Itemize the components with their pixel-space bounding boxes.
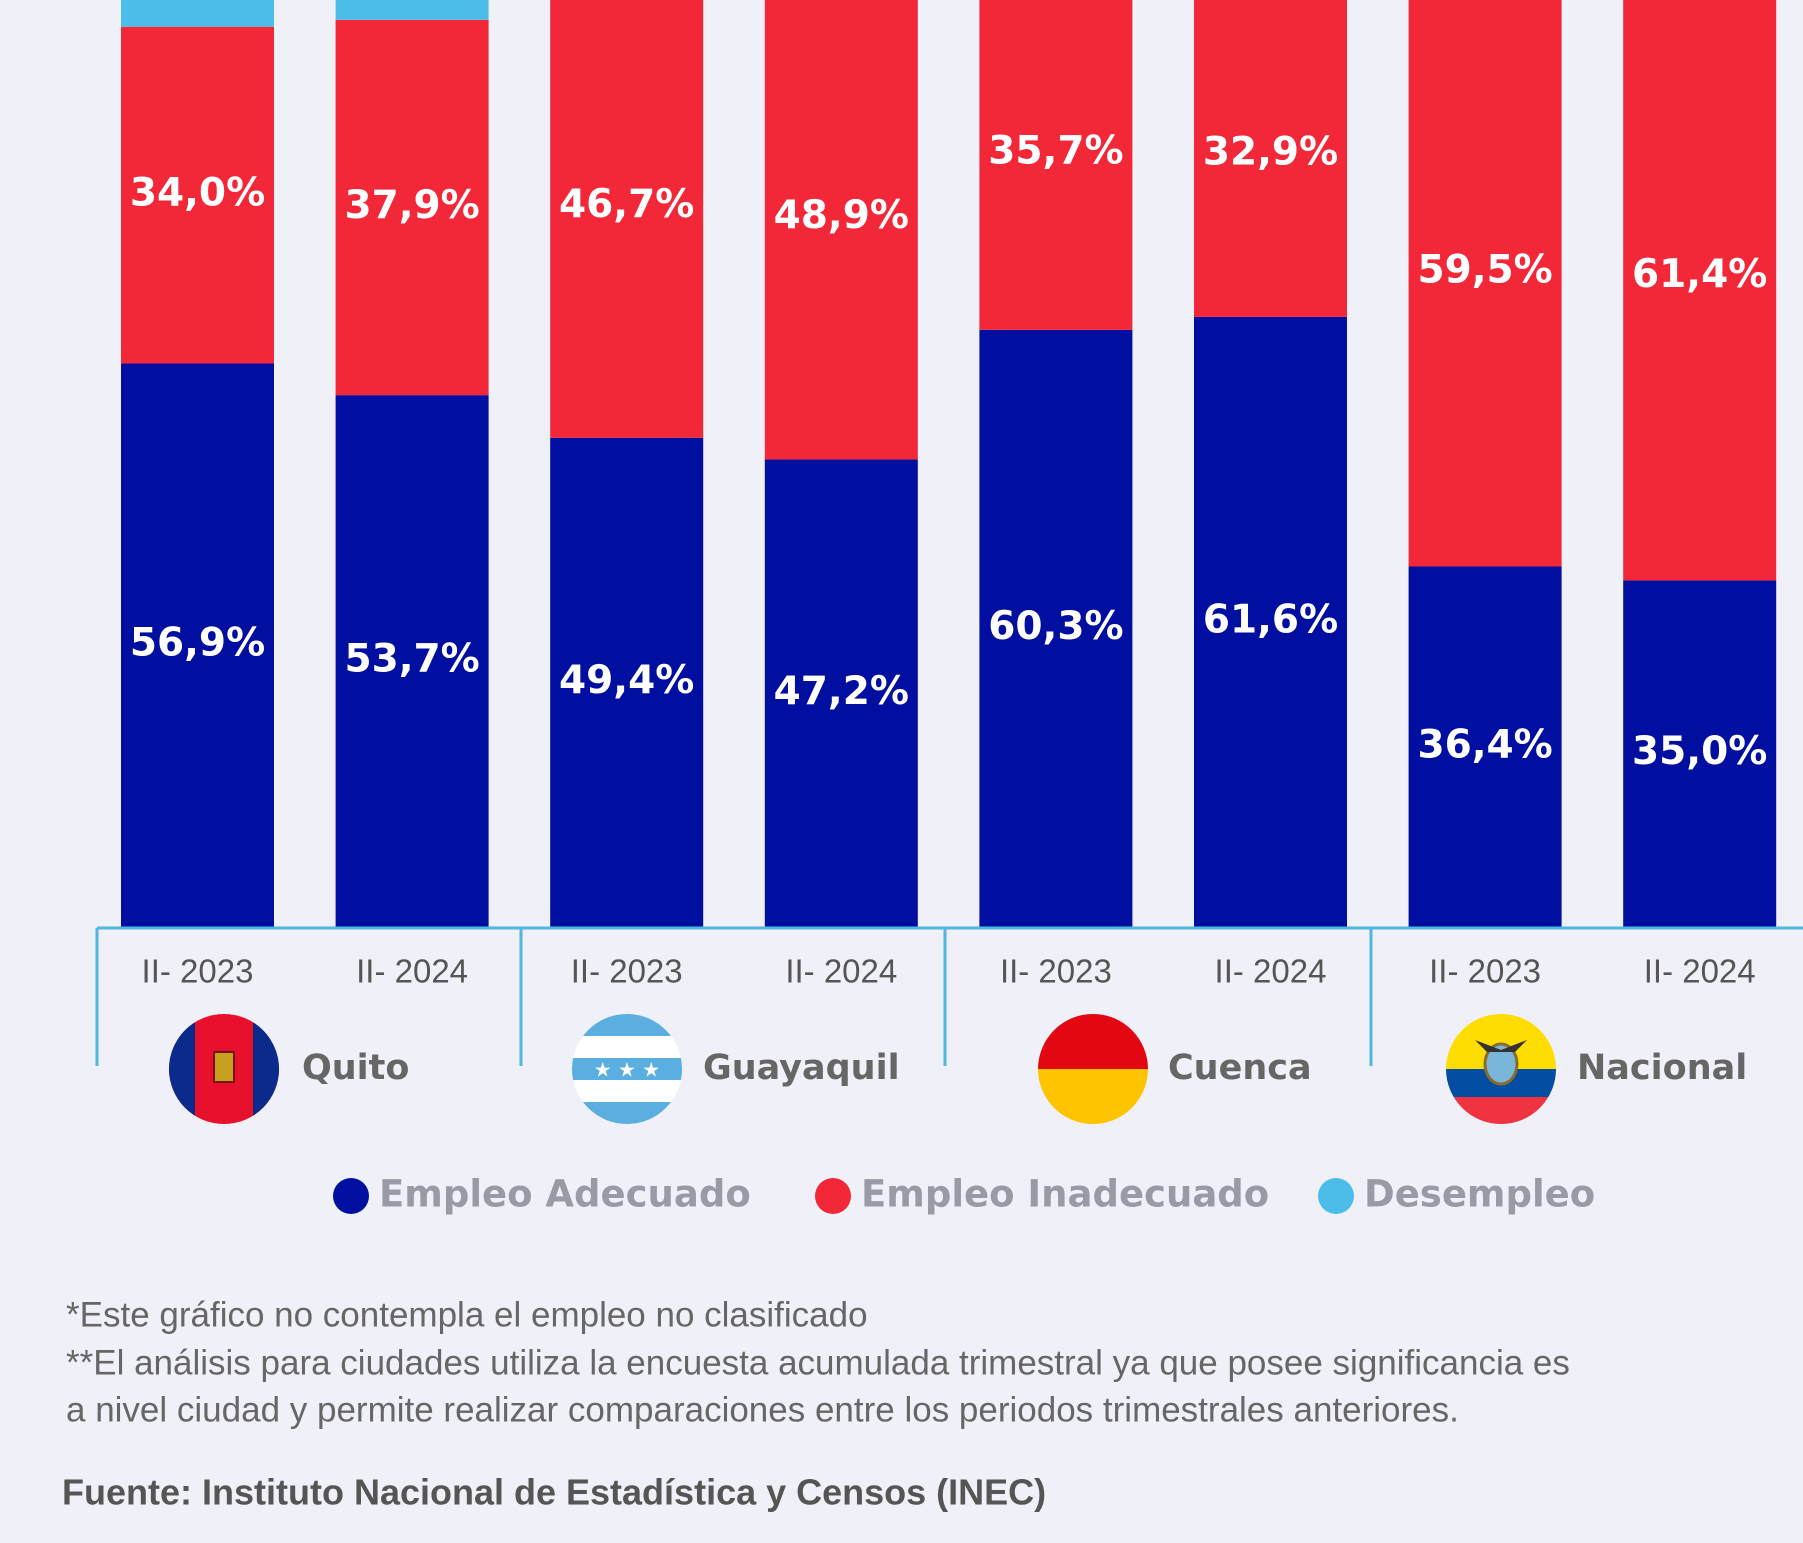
x-tick-label: II- 2023 (142, 953, 254, 990)
bar-segment (335, 395, 489, 927)
group-label: Cuenca (1168, 1048, 1312, 1088)
bar-segment (979, 0, 1133, 330)
flag-cuenca (1038, 1014, 1148, 1124)
legend-label: Empleo Inadecuado (861, 1173, 1269, 1216)
note: **El análisis para ciudades utiliza la e… (66, 1343, 1570, 1382)
value-label: 35,0% (1632, 729, 1767, 774)
value-label: 35,7% (988, 129, 1123, 174)
bar-segment (1408, 0, 1562, 567)
bar-segment (121, 363, 274, 927)
value-label: 53,7% (344, 637, 479, 682)
value-label: 56,9% (130, 621, 265, 666)
bar-segment (1623, 580, 1777, 927)
bars (121, 0, 1777, 927)
bar-segment (1194, 316, 1347, 927)
legend-marker (1318, 1178, 1354, 1214)
axes (95, 926, 1803, 1066)
bar-segment (764, 459, 918, 927)
bar-segment (979, 329, 1133, 927)
legend-label: Empleo Adecuado (379, 1173, 751, 1216)
value-label: 32,9% (1203, 130, 1338, 175)
value-labels: 56,9% 34,0% 53,7% 37,9% 49,4% 46,7% 47,2% 48,9%… (130, 129, 1768, 775)
legend-label: Desempleo (1364, 1173, 1595, 1216)
legend-marker (333, 1178, 369, 1214)
x-tick-label: II- 2023 (571, 953, 683, 990)
bar-segment (1194, 0, 1347, 317)
bar-segment (550, 0, 704, 438)
x-tick-label: II- 2023 (1429, 953, 1541, 990)
bar-segment (764, 0, 918, 460)
group-label: Guayaquil (703, 1048, 900, 1088)
value-label: 36,4% (1417, 722, 1552, 767)
value-label: 60,3% (988, 604, 1123, 649)
flag-quito (169, 1014, 279, 1124)
x-tick-label: II- 2024 (1644, 953, 1756, 990)
value-label: 47,2% (774, 669, 909, 714)
value-label: 37,9% (344, 183, 479, 228)
bar-segment (121, 0, 274, 27)
value-label: 34,0% (130, 171, 265, 216)
x-tick-label: II- 2024 (785, 953, 897, 990)
value-label: 61,4% (1632, 252, 1767, 297)
flag-ecuador (1446, 1014, 1556, 1124)
value-label: 59,5% (1417, 247, 1552, 292)
note: a nivel ciudad y permite realizar compar… (66, 1390, 1459, 1429)
bar-segment (335, 0, 489, 20)
value-label: 61,6% (1203, 597, 1338, 642)
bar-segment (1408, 566, 1562, 927)
x-tick-label: II- 2024 (1215, 953, 1327, 990)
group-label: Quito (302, 1048, 409, 1088)
value-label: 46,7% (559, 182, 694, 227)
svg-text:★ ★ ★: ★ ★ ★ (594, 1058, 661, 1082)
bar-segment (1623, 0, 1777, 581)
flag-guayaquil: ★ ★ ★ (572, 1014, 682, 1124)
bar-segment (121, 26, 274, 364)
note: *Este gráfico no contempla el empleo no … (66, 1295, 868, 1334)
x-tick-label: II- 2024 (356, 953, 468, 990)
bar-segment (550, 437, 704, 927)
bar-segment (335, 19, 489, 396)
value-label: 48,9% (774, 193, 909, 238)
x-tick-label: II- 2023 (1000, 953, 1112, 990)
source: Fuente: Instituto Nacional de Estadístic… (62, 1472, 1046, 1513)
value-label: 49,4% (559, 658, 694, 703)
group-label: Nacional (1577, 1048, 1747, 1088)
legend-marker (815, 1178, 851, 1214)
